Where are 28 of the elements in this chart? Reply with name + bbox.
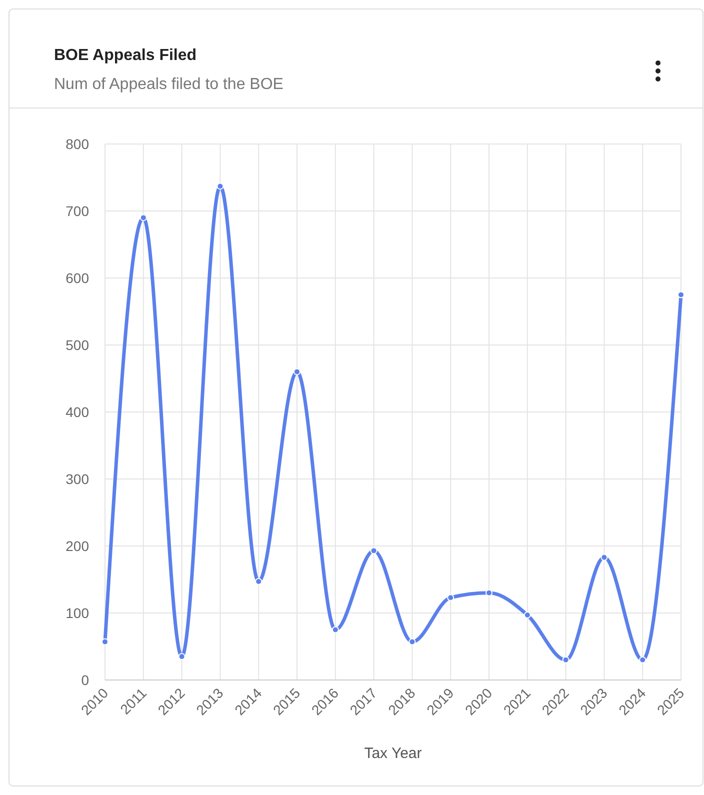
chart-subtitle: Num of Appeals filed to the BOE xyxy=(54,76,284,93)
y-tick-label: 700 xyxy=(66,202,90,219)
point xyxy=(294,368,300,376)
x-axis-title: Tax Year xyxy=(364,745,422,762)
point xyxy=(447,594,454,602)
y-tick-label: 100 xyxy=(66,604,90,621)
y-tick-label: 0 xyxy=(81,672,90,688)
y-tick-label: 500 xyxy=(66,336,90,353)
point xyxy=(216,182,224,190)
y-tick-label: 600 xyxy=(66,270,90,286)
point xyxy=(678,291,684,298)
y-tick-label: 400 xyxy=(66,404,90,420)
point xyxy=(332,626,339,634)
point xyxy=(639,656,646,664)
point xyxy=(370,547,378,554)
point xyxy=(562,656,570,664)
point xyxy=(178,653,186,660)
point xyxy=(140,214,147,222)
point xyxy=(600,554,608,561)
y-tick-label: 200 xyxy=(66,538,90,554)
y-tick-label: 300 xyxy=(66,470,90,487)
point xyxy=(102,638,108,646)
y-tick-label: 800 xyxy=(66,136,90,152)
chart-title: BOE Appeals Filed xyxy=(54,47,197,64)
point xyxy=(408,638,416,646)
point xyxy=(486,589,492,596)
point xyxy=(255,578,262,586)
point xyxy=(524,612,531,619)
